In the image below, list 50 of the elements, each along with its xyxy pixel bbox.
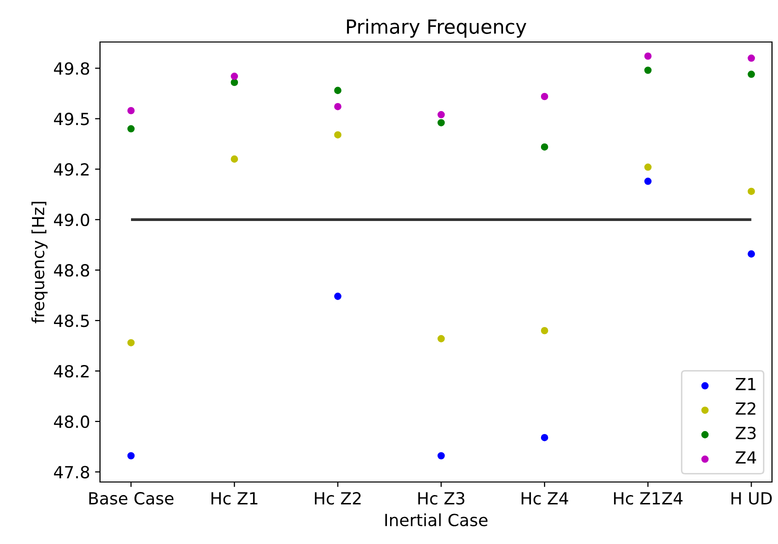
legend-label: Z3 <box>736 426 756 440</box>
y-tick-label: 48.8 <box>54 264 90 277</box>
point <box>644 66 652 74</box>
point <box>230 78 238 86</box>
point <box>540 92 548 100</box>
point <box>438 335 445 342</box>
chart-title: Primary Frequency <box>347 18 526 38</box>
point <box>334 102 342 110</box>
point <box>127 452 135 460</box>
point <box>438 119 445 126</box>
y-tick-label: 48.2 <box>54 364 89 378</box>
point <box>438 111 445 118</box>
y-tick-label: 49.0 <box>54 214 90 226</box>
y-axis-title: frequency [Hz] <box>31 202 48 324</box>
point <box>127 106 135 114</box>
point <box>644 163 652 171</box>
point <box>644 178 652 185</box>
legend-label: Z4 <box>736 451 756 464</box>
x-axis-title: Inertial Case <box>385 513 488 526</box>
point <box>748 54 755 62</box>
x-tick-label: Hc Z1Z4 <box>614 492 683 505</box>
point <box>127 339 135 346</box>
x-tick-label: Hc Z2 <box>314 492 361 505</box>
point <box>540 143 548 151</box>
point <box>540 434 548 442</box>
point <box>540 326 548 334</box>
legend-label: Z1 <box>736 378 756 390</box>
y-tick-label: 48.0 <box>54 415 90 428</box>
point <box>748 70 755 78</box>
point <box>127 125 135 132</box>
point <box>644 52 652 60</box>
y-tick-label: 48.5 <box>54 314 89 328</box>
point <box>438 452 445 460</box>
y-tick-label: 49.5 <box>54 112 89 126</box>
point <box>230 72 238 80</box>
x-tick-label: Hc Z4 <box>522 492 568 505</box>
y-tick-label: 47.8 <box>54 466 90 478</box>
point <box>748 188 755 195</box>
y-tick-label: 49.2 <box>54 163 89 176</box>
x-tick-label: Hc Z3 <box>418 492 464 505</box>
point <box>748 250 755 258</box>
point <box>334 86 342 94</box>
y-tick-label: 49.8 <box>54 62 90 75</box>
point <box>230 155 238 163</box>
x-tick-label: Base Case <box>89 492 174 505</box>
point <box>334 292 342 300</box>
x-tick-label: Hc Z1 <box>212 492 258 505</box>
point <box>334 131 342 138</box>
legend-label: Z2 <box>736 402 756 415</box>
x-tick-label: H UD <box>732 492 772 505</box>
